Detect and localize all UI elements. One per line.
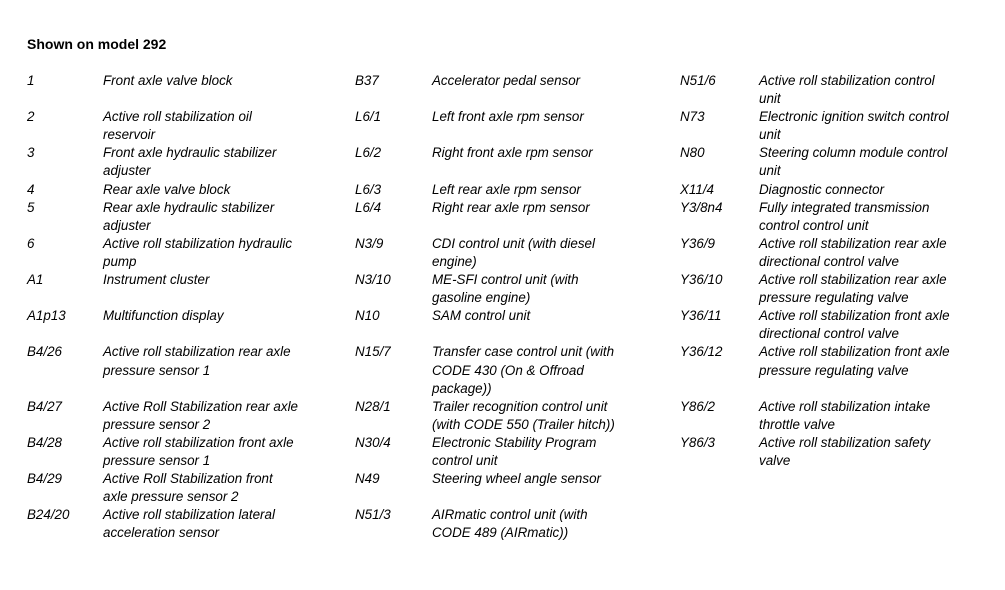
component-code: L6/4 <box>355 199 382 215</box>
component-code: L6/2 <box>355 145 382 161</box>
table-row: B4/26 Active roll stabilization rear axl… <box>27 343 999 397</box>
component-code: N30/4 <box>355 434 391 450</box>
component-description: Active roll stabilization control unit <box>759 73 935 107</box>
component-code: B4/29 <box>27 471 62 487</box>
table-row: 2 Active roll stabilization oil reservoi… <box>27 108 999 144</box>
component-code: Y36/12 <box>680 344 723 360</box>
component-code: L6/3 <box>355 181 382 197</box>
component-code: 3 <box>27 145 35 161</box>
component-code: 1 <box>27 73 35 88</box>
component-description: Diagnostic connector <box>759 181 885 197</box>
component-code: L6/1 <box>355 109 382 125</box>
component-description: Steering column module control unit <box>759 145 948 179</box>
table-row: A1p13 Multifunction display N10 SAM cont… <box>27 307 999 343</box>
component-description: Left rear axle rpm sensor <box>432 181 581 197</box>
component-code: A1p13 <box>27 308 66 324</box>
component-code: A1 <box>27 272 44 288</box>
component-description: Rear axle hydraulic stabilizer adjuster <box>103 199 275 233</box>
component-description <box>759 506 999 542</box>
component-code: N28/1 <box>355 398 391 414</box>
component-description: Instrument cluster <box>103 272 210 288</box>
component-code <box>680 470 759 506</box>
component-description: Active roll stabilization rear axle pres… <box>759 272 947 306</box>
component-description: Fully integrated transmission control co… <box>759 199 930 233</box>
legend-table: 1 Front axle valve block B37 Accelerator… <box>27 72 999 542</box>
table-row: 3 Front axle hydraulic stabilizer adjust… <box>27 144 999 180</box>
component-code: B4/26 <box>27 344 62 360</box>
table-row: B4/28 Active roll stabilization front ax… <box>27 434 999 470</box>
component-code: N73 <box>680 109 705 125</box>
component-code: 6 <box>27 235 35 251</box>
page-title: Shown on model 292 <box>27 36 167 52</box>
component-code: B24/20 <box>27 507 70 523</box>
component-description: SAM control unit <box>432 308 531 324</box>
component-description: Active Roll Stabilization rear axle pres… <box>103 398 298 432</box>
component-code: Y86/2 <box>680 398 715 414</box>
component-description: Active roll stabilization front axle dir… <box>759 308 950 342</box>
component-code: Y36/9 <box>680 235 715 251</box>
component-description: Rear axle valve block <box>103 181 231 197</box>
component-description: Active roll stabilization safety valve <box>759 434 931 468</box>
table-row: B24/20 Active roll stabilization lateral… <box>27 506 999 542</box>
component-code: Y86/3 <box>680 434 715 450</box>
component-code: Y3/8n4 <box>680 199 723 215</box>
component-code: N3/10 <box>355 272 391 288</box>
component-code: Y36/10 <box>680 272 723 288</box>
component-description: Electronic Stability Program control uni… <box>432 434 597 468</box>
component-description: Active roll stabilization intake throttl… <box>759 398 931 432</box>
component-description: CDI control unit (with diesel engine) <box>432 235 595 269</box>
component-code: 4 <box>27 181 35 197</box>
component-code: Y36/11 <box>680 308 722 324</box>
component-code: B4/28 <box>27 434 62 450</box>
component-description: Steering wheel angle sensor <box>432 471 601 487</box>
component-code: N3/9 <box>355 235 384 251</box>
component-description: Left front axle rpm sensor <box>432 109 584 125</box>
component-description: Active roll stabilization hydraulic pump <box>103 235 293 269</box>
component-description: Active roll stabilization rear axle dire… <box>759 235 947 269</box>
component-code: B37 <box>355 73 379 88</box>
component-description: Active roll stabilization lateral accele… <box>103 507 275 541</box>
component-code: N49 <box>355 471 380 487</box>
component-description: AIRmatic control unit (with CODE 489 (AI… <box>432 507 588 541</box>
component-description: Active roll stabilization rear axle pres… <box>103 344 291 378</box>
component-code: N80 <box>680 145 705 161</box>
component-description: Trailer recognition control unit (with C… <box>432 398 615 432</box>
component-description: Accelerator pedal sensor <box>432 73 581 88</box>
component-code: N51/3 <box>355 507 391 523</box>
component-code: N10 <box>355 308 380 324</box>
table-row: 5 Rear axle hydraulic stabilizer adjuste… <box>27 199 999 235</box>
component-code: N51/6 <box>680 73 716 88</box>
component-description: Active Roll Stabilization front axle pre… <box>103 471 273 505</box>
component-code: N15/7 <box>355 344 391 360</box>
component-code: 5 <box>27 199 35 215</box>
component-description: Electronic ignition switch control unit <box>759 109 949 143</box>
component-description: ME-SFI control unit (with gasoline engin… <box>432 272 579 306</box>
component-code <box>680 506 759 542</box>
component-description <box>759 470 999 506</box>
component-code: B4/27 <box>27 398 62 414</box>
component-description: Right rear axle rpm sensor <box>432 199 590 215</box>
table-row: 1 Front axle valve block B37 Accelerator… <box>27 72 999 108</box>
component-description: Active roll stabilization front axle pre… <box>103 434 294 468</box>
component-description: Multifunction display <box>103 308 224 324</box>
component-description: Active roll stabilization oil reservoir <box>103 109 252 143</box>
component-description: Front axle valve block <box>103 73 233 88</box>
component-description: Right front axle rpm sensor <box>432 145 593 161</box>
table-row: A1 Instrument cluster N3/10 ME-SFI contr… <box>27 271 999 307</box>
table-row: B4/29 Active Roll Stabilization front ax… <box>27 470 999 506</box>
component-description: Transfer case control unit (with CODE 43… <box>432 344 615 396</box>
component-code: X11/4 <box>680 181 714 197</box>
table-row: 4 Rear axle valve block L6/3 Left rear a… <box>27 181 999 199</box>
table-row: B4/27 Active Roll Stabilization rear axl… <box>27 398 999 434</box>
component-description: Active roll stabilization front axle pre… <box>759 344 950 378</box>
table-row: 6 Active roll stabilization hydraulic pu… <box>27 235 999 271</box>
component-description: Front axle hydraulic stabilizer adjuster <box>103 145 277 179</box>
component-code: 2 <box>27 109 35 125</box>
